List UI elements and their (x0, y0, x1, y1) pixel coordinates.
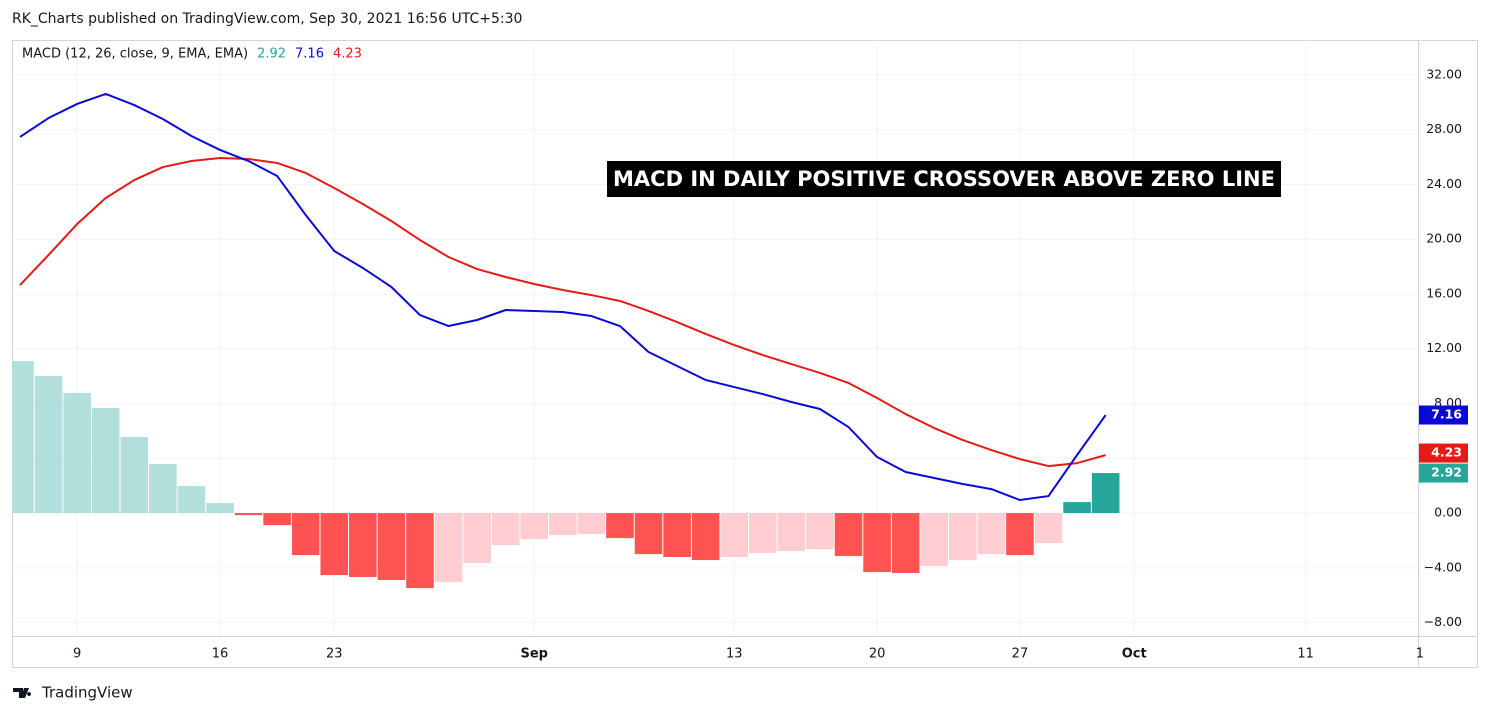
x-tick-label: 27 (1012, 647, 1029, 662)
macd-line (19, 92, 1107, 502)
histogram-bar (349, 513, 377, 577)
x-tick-label: 1 (1416, 647, 1424, 662)
histogram-bar (634, 513, 663, 555)
histogram-bar (663, 513, 691, 557)
price-tag (1419, 463, 1468, 483)
y-tick-label: 28.00 (1426, 121, 1462, 136)
histogram-bar (434, 513, 463, 583)
histogram-bar (491, 513, 520, 546)
y-tick-label: 0.00 (1434, 505, 1462, 520)
axes: 32.0028.0024.0020.0016.0012.008.004.000.… (73, 66, 1468, 662)
y-tick-label: 16.00 (1426, 285, 1462, 300)
histogram-bar (206, 503, 234, 514)
histogram-bar (149, 464, 177, 514)
legend-values: 2.92 7.16 4.23 (257, 47, 362, 62)
header: RK_Charts published on TradingView.com, … (12, 11, 522, 27)
legend-value: 7.16 (295, 47, 324, 62)
y-tick-label: 20.00 (1426, 231, 1462, 246)
histogram-bar (977, 513, 1006, 555)
histogram-bar (606, 513, 634, 539)
histogram-bar (949, 513, 977, 561)
histogram-bar (1006, 513, 1034, 556)
histogram-bar (34, 376, 63, 514)
histogram-bar (1034, 513, 1063, 544)
price-tag (1419, 443, 1468, 463)
x-tick-label: 16 (212, 647, 229, 662)
histogram-bar (520, 513, 549, 540)
histogram-bar (549, 513, 577, 536)
histogram-bar (691, 513, 720, 561)
annotation-box (607, 161, 1281, 197)
histogram-bar (463, 513, 491, 564)
histogram-bar (863, 513, 891, 573)
footer-logo: TradingView (13, 684, 133, 702)
y-tick-label: 32.00 (1426, 66, 1462, 81)
histogram-bar (320, 513, 349, 576)
histogram-bar (806, 513, 834, 550)
histogram-bar (720, 513, 749, 557)
x-tick-label: Oct (1122, 647, 1147, 662)
histogram-bar (63, 392, 91, 514)
price-tag-label: 4.23 (1431, 445, 1462, 460)
histogram-bar (234, 513, 263, 516)
signal-line (19, 157, 1106, 468)
footer-text: TradingView (41, 684, 133, 702)
x-tick-label: Sep (521, 647, 549, 662)
y-tick-label: −8.00 (1424, 614, 1462, 629)
x-tick-label: 9 (73, 647, 81, 662)
y-tick-label: −4.00 (1424, 559, 1462, 574)
histogram-bar (91, 408, 120, 514)
legend-value: 2.92 (257, 47, 286, 62)
logo-icon (13, 688, 32, 698)
histogram-bar (577, 513, 606, 534)
histogram-bar (749, 513, 777, 554)
price-tag (1419, 405, 1468, 425)
x-tick-label: 23 (326, 647, 343, 662)
y-tick-label: 24.00 (1426, 176, 1462, 191)
annotation: MACD IN DAILY POSITIVE CROSSOVER ABOVE Z… (613, 167, 1275, 191)
histogram-bar (377, 513, 406, 581)
histogram-bar (920, 513, 949, 567)
x-tick-label: 13 (726, 647, 743, 662)
frame (12, 40, 1478, 668)
histogram-bar (406, 513, 434, 589)
histogram-bar (291, 513, 320, 556)
plot (12, 92, 1120, 589)
histogram-bar (891, 513, 920, 574)
x-tick-label: 20 (869, 647, 886, 662)
histogram-bar (1063, 502, 1091, 514)
histogram-bar (1091, 473, 1120, 514)
legend: MACD (12, 26, close, 9, EMA, EMA) (22, 47, 248, 62)
histogram-bar (834, 513, 863, 557)
x-tick-label: 11 (1297, 647, 1314, 662)
histogram-bar (12, 361, 34, 514)
histogram-bar (777, 513, 806, 552)
legend-value: 4.23 (333, 47, 362, 62)
histogram-bar (263, 513, 291, 526)
histogram-bar (177, 486, 206, 514)
price-tag-label: 7.16 (1431, 407, 1462, 422)
y-tick-label: 12.00 (1426, 340, 1462, 355)
price-tag-label: 2.92 (1431, 465, 1462, 480)
histogram-bar (120, 437, 149, 514)
